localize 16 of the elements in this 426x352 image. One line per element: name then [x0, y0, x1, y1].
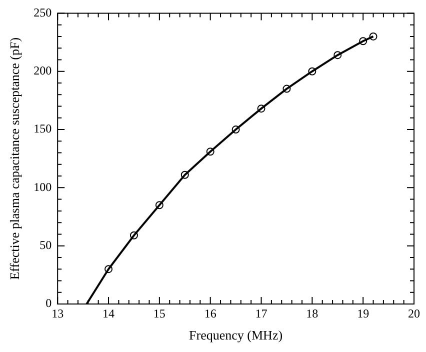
x-tick-label: 13: [52, 306, 64, 320]
y-tick-label: 250: [34, 5, 52, 20]
x-tick-label: 19: [357, 306, 370, 320]
y-axis-title: Effective plasma capacitance susceptance (pF): [7, 37, 22, 280]
x-tick-label: 14: [102, 306, 115, 320]
y-tick-label: 0: [46, 296, 52, 310]
x-tick-label: 16: [204, 306, 216, 320]
x-tick-label: 20: [408, 306, 420, 320]
y-tick-label: 50: [40, 238, 52, 252]
x-axis-title: Frequency (MHz): [189, 328, 283, 343]
x-tick-label: 18: [306, 306, 318, 320]
y-tick-label: 200: [34, 64, 52, 78]
y-tick-label: 150: [34, 122, 52, 136]
x-tick-label: 17: [255, 306, 268, 320]
y-tick-label: 100: [34, 180, 52, 194]
x-tick-label: 15: [153, 306, 166, 320]
